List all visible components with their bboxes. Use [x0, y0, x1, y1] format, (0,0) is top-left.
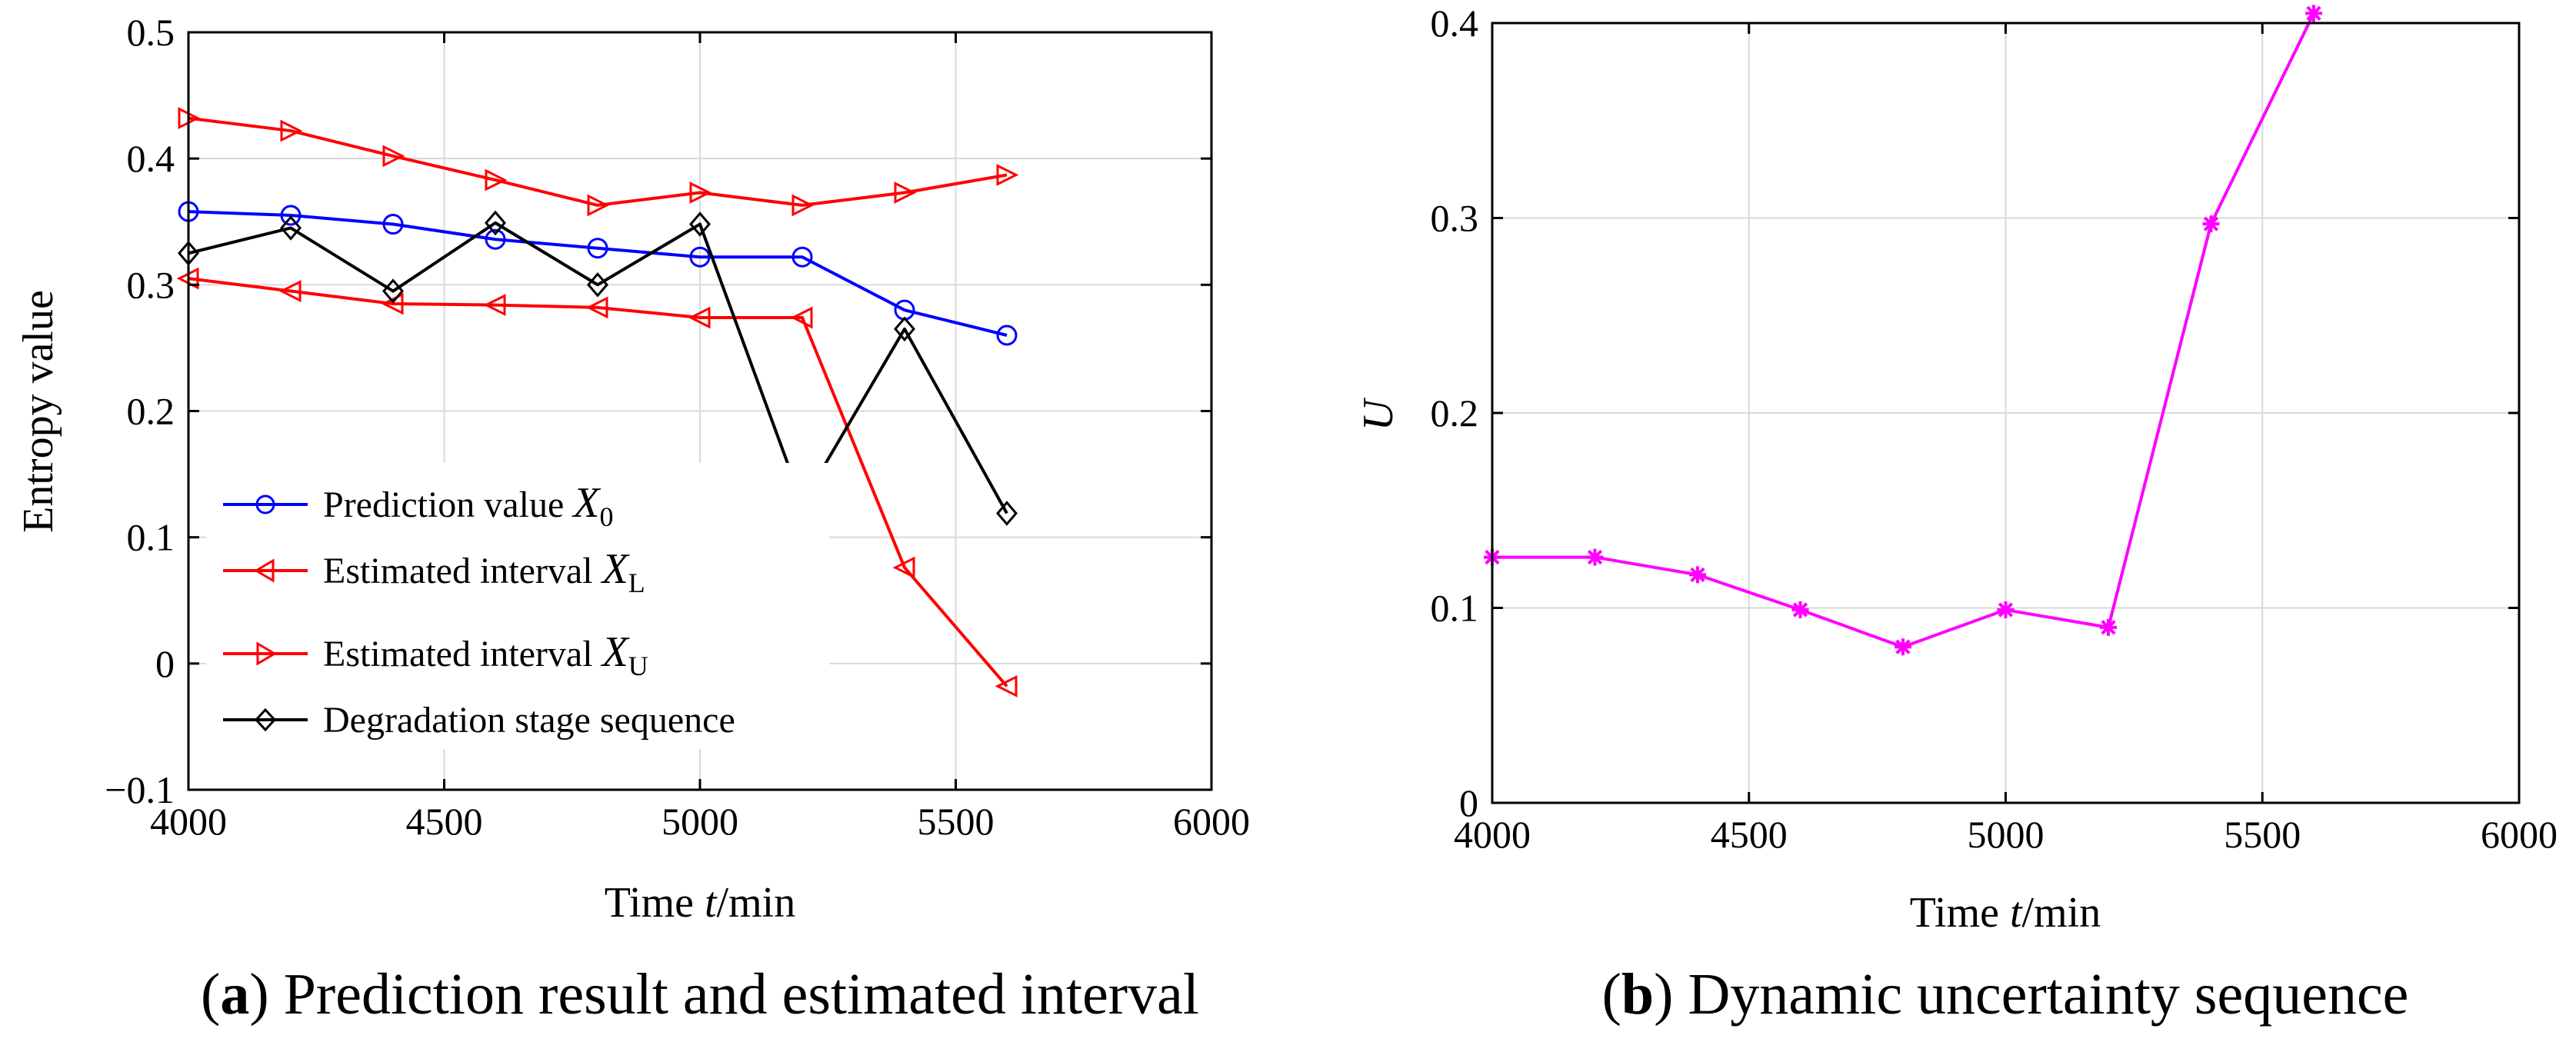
panel-b-series — [1484, 5, 2322, 656]
x-tick-label: 4000 — [1454, 813, 1531, 856]
panel-a-legend: Prediction value X0 Estimated interval X… — [206, 463, 829, 749]
legend-diamond-marker — [254, 707, 277, 732]
x-tick-label: 5000 — [1968, 813, 2044, 856]
data-point-b-0 — [2202, 215, 2220, 233]
y-tick-label: 0.4 — [127, 137, 175, 180]
y-tick-label: 0.2 — [1431, 391, 1479, 434]
panel-b-x-axis-label: Time t/min — [1910, 889, 2101, 937]
data-point-a-2 — [280, 119, 303, 142]
x-tick-label: 6000 — [2481, 813, 2558, 856]
panel-b-caption: (b) Dynamic uncertainty sequence — [1602, 962, 2409, 1027]
data-point-a-1 — [278, 280, 302, 302]
data-point-a-3 — [689, 211, 711, 237]
series-line-b-0 — [1492, 12, 2315, 649]
data-point-a-2 — [996, 164, 1019, 186]
legend-label-interval-upper: Estimated interval XU — [323, 628, 648, 681]
x-tick-label: 5500 — [918, 800, 995, 843]
data-point-a-2 — [894, 181, 917, 204]
y-tick-label: 0.3 — [1431, 197, 1479, 240]
y-tick-label: 0.3 — [127, 263, 175, 306]
data-point-a-2 — [689, 181, 712, 204]
data-point-a-1 — [688, 306, 711, 329]
legend-entry-interval-lower: Estimated interval XL — [223, 545, 645, 598]
data-point-a-1 — [995, 674, 1018, 697]
y-tick-label: 0.2 — [127, 390, 175, 433]
legend-entry-degradation: Degradation stage sequence — [223, 700, 735, 741]
data-point-b-0 — [1586, 548, 1604, 566]
panel-a-legend-box — [206, 463, 829, 749]
series-line-a-0 — [188, 210, 1008, 337]
data-point-b-0 — [1791, 601, 1809, 619]
panel-a-series — [176, 107, 1019, 697]
data-point-a-3 — [894, 316, 915, 342]
series-line-a-2 — [188, 116, 1008, 207]
data-point-a-0 — [996, 325, 1018, 346]
legend-circle-marker — [255, 494, 275, 514]
panel-a-caption: (a) Prediction result and estimated inte… — [201, 962, 1199, 1027]
data-point-a-1 — [381, 292, 404, 315]
legend-entry-interval-upper: Estimated interval XU — [223, 628, 648, 681]
panel-a-y-axis-label: Entropy value — [15, 290, 62, 533]
legend-label-prediction: Prediction value X0 — [323, 479, 613, 532]
y-tick-label: 0.4 — [1431, 2, 1479, 45]
data-point-b-0 — [1689, 566, 1706, 584]
x-tick-label: 4500 — [406, 800, 483, 843]
y-tick-label: 0 — [1459, 781, 1478, 824]
data-point-a-3 — [382, 278, 404, 304]
panel-b-y-axis-label: U — [1355, 397, 1402, 431]
legend-triangle-right-marker — [256, 641, 277, 666]
data-point-b-0 — [1997, 601, 2014, 619]
data-point-a-2 — [382, 145, 405, 168]
data-point-a-3 — [996, 501, 1018, 526]
data-point-a-0 — [485, 228, 506, 250]
panel-a-ticks: 4000 4500 5000 5500 6000 −0.1 0 0.1 0.2 0.3 0.4 0.5 — [105, 11, 1250, 843]
legend-triangle-left-marker — [254, 558, 275, 583]
panel-a-x-axis-label: Time t/min — [605, 879, 795, 927]
panel-a-prediction-result: 4000 4500 5000 5500 6000 −0.1 0 0.1 0.2 0.3 0.4 0.5… — [15, 11, 1250, 1027]
panel-b-dynamic-uncertainty: 4000 4500 5000 5500 6000 0 0.1 0.2 0.3 0.4 Time t… — [1355, 2, 2558, 1027]
data-point-b-0 — [2305, 5, 2322, 22]
y-tick-label: 0.5 — [127, 11, 175, 54]
data-point-a-1 — [585, 296, 608, 319]
data-point-a-0 — [689, 246, 711, 268]
x-tick-label: 4000 — [150, 800, 227, 843]
panel-b-ticks: 4000 4500 5000 5500 6000 0 0.1 0.2 0.3 0.4 — [1431, 2, 2558, 856]
data-point-a-0 — [382, 214, 404, 235]
data-point-a-3 — [280, 215, 302, 241]
y-tick-label: 0 — [155, 642, 175, 685]
y-tick-label: −0.1 — [105, 768, 175, 811]
data-point-a-0 — [280, 205, 302, 226]
data-point-a-0 — [791, 246, 813, 268]
legend-label-interval-lower: Estimated interval XL — [323, 545, 645, 598]
series-line-a-3 — [188, 221, 1008, 514]
legend-label-degradation: Degradation stage sequence — [323, 700, 735, 741]
data-point-a-2 — [587, 194, 610, 217]
x-tick-label: 4500 — [1711, 813, 1788, 856]
legend-entry-prediction: Prediction value X0 — [223, 479, 613, 532]
data-point-a-0 — [587, 238, 608, 259]
data-point-b-0 — [1895, 638, 1911, 656]
data-point-a-3 — [485, 210, 506, 236]
x-tick-label: 5500 — [2224, 813, 2301, 856]
data-point-a-1 — [790, 306, 813, 329]
data-point-b-0 — [2100, 618, 2117, 636]
data-point-a-1 — [483, 294, 506, 317]
x-tick-label: 6000 — [1173, 800, 1250, 843]
series-line-a-1 — [188, 277, 1008, 687]
y-tick-label: 0.1 — [1431, 587, 1479, 630]
data-point-a-3 — [587, 272, 608, 298]
y-tick-label: 0.1 — [127, 516, 175, 559]
data-point-a-2 — [485, 168, 508, 191]
panel-b-grid — [1491, 22, 2520, 804]
data-point-a-2 — [791, 194, 815, 217]
x-tick-label: 5000 — [661, 800, 738, 843]
data-point-a-1 — [892, 556, 915, 579]
